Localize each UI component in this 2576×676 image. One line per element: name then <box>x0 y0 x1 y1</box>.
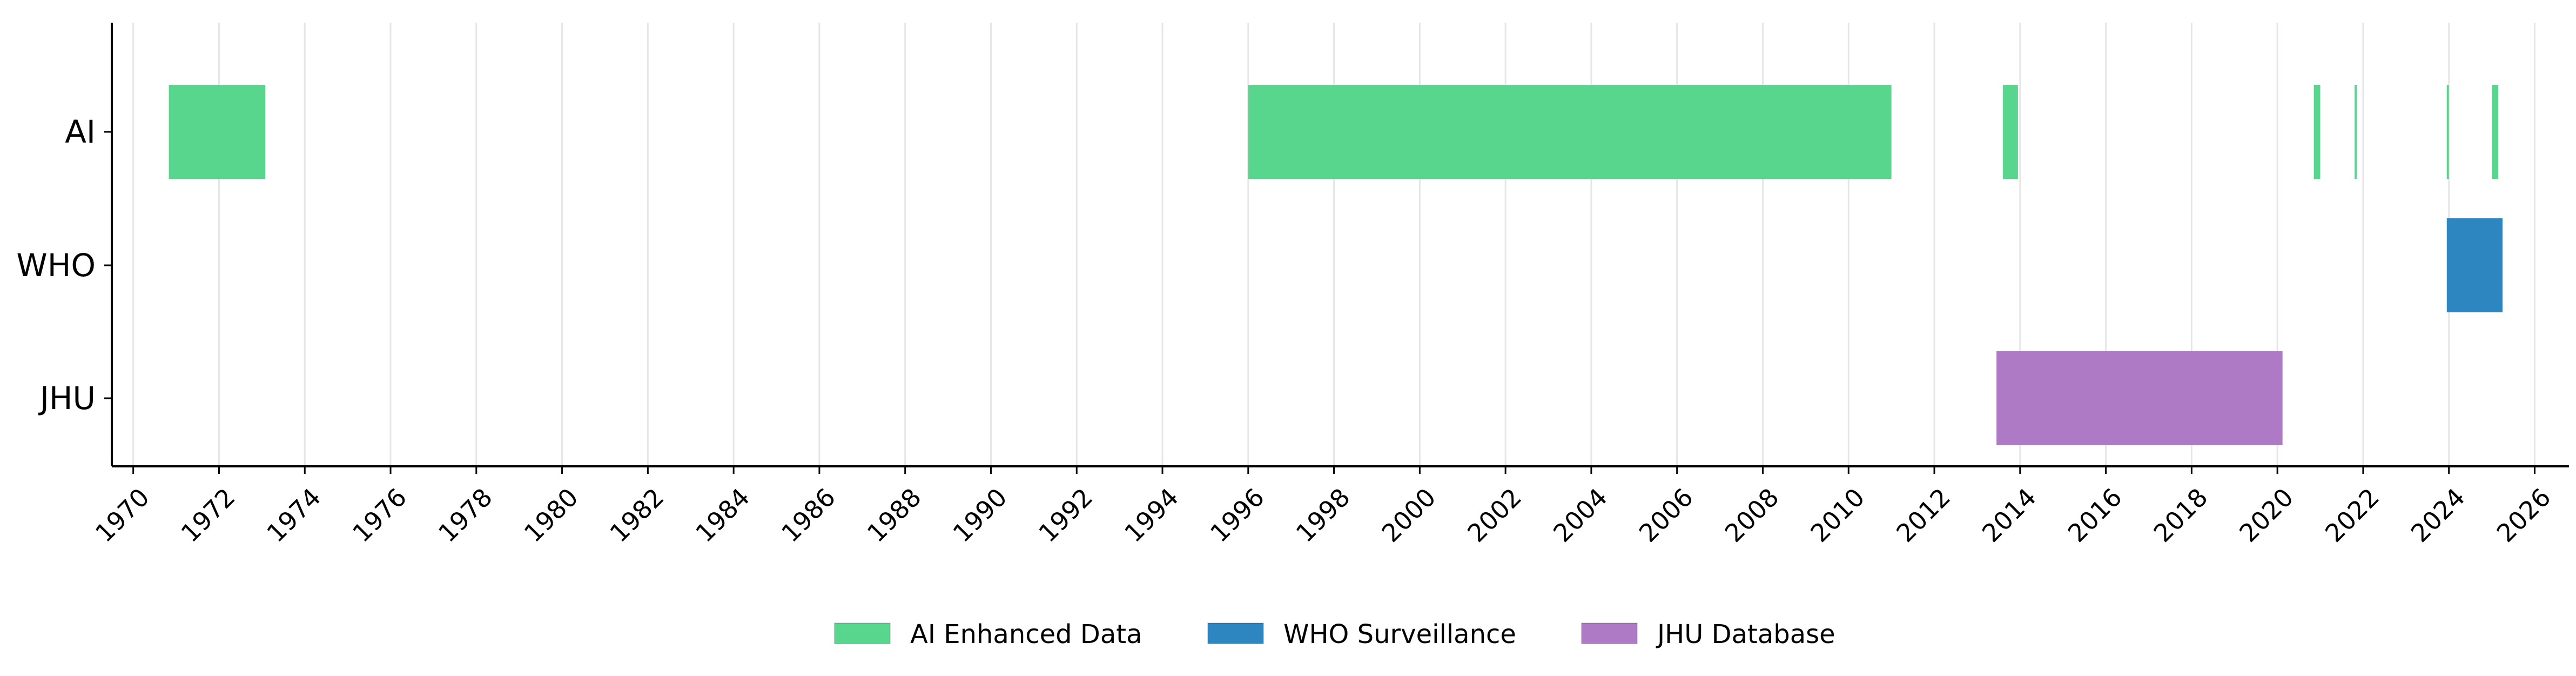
x-tick-label: 1984 <box>690 483 755 548</box>
x-tick-label: 2000 <box>1376 483 1442 548</box>
x-tick-label: 2022 <box>2319 483 2385 548</box>
bar-ai-1 <box>1248 85 1892 179</box>
bar-jhu-0 <box>1996 351 2283 445</box>
bar-ai-3 <box>2313 85 2321 179</box>
x-tick-label: 2018 <box>2148 483 2214 548</box>
bar-ai-6 <box>2492 85 2499 179</box>
x-tick-label: 1976 <box>347 483 412 548</box>
y-category-label: WHO <box>16 247 96 284</box>
x-tick-label: 1980 <box>519 483 584 548</box>
x-tick-label: 2016 <box>2062 483 2128 548</box>
x-tick-label: 2010 <box>1805 483 1870 548</box>
y-category-label: JHU <box>38 380 96 417</box>
y-category-label: AI <box>65 113 96 150</box>
x-tick-label: 2004 <box>1548 483 1613 548</box>
x-tick-label: 1972 <box>176 483 241 548</box>
bar-ai-2 <box>2003 85 2018 179</box>
x-tick-label: 2012 <box>1891 483 1956 548</box>
bars-layer <box>169 85 2503 445</box>
x-tick-label: 1998 <box>1290 483 1356 548</box>
x-tick-label: 2008 <box>1719 483 1785 548</box>
x-tick-label: 1986 <box>776 483 841 548</box>
x-tick-label: 1992 <box>1033 483 1098 548</box>
legend-swatch <box>834 623 891 644</box>
x-tick-label: 2014 <box>1976 483 2042 548</box>
x-tick-label: 1970 <box>90 483 155 548</box>
x-tick-label: 1974 <box>261 483 326 548</box>
x-tick-label: 2002 <box>1462 483 1527 548</box>
legend-swatch <box>1581 623 1638 644</box>
x-tick-label: 2020 <box>2234 483 2299 548</box>
x-tick-label: 2026 <box>2491 483 2557 548</box>
legend-label: JHU Database <box>1656 619 1835 650</box>
x-tick-label: 1978 <box>433 483 498 548</box>
legend: AI Enhanced Data WHO Surveillance JHU Data… <box>834 619 1835 650</box>
bar-ai-4 <box>2355 85 2357 179</box>
x-tick-label: 1982 <box>604 483 670 548</box>
bar-ai-0 <box>169 85 266 179</box>
x-tick-label: 1994 <box>1119 483 1184 548</box>
x-tick-label: 1988 <box>862 483 927 548</box>
x-tick-label: 2024 <box>2405 483 2471 548</box>
bar-who-0 <box>2446 218 2503 312</box>
x-tick-label: 1996 <box>1205 483 1270 548</box>
x-tick-label: 2006 <box>1633 483 1699 548</box>
legend-label: WHO Surveillance <box>1283 619 1516 650</box>
legend-label: AI Enhanced Data <box>910 619 1142 650</box>
bar-ai-5 <box>2446 85 2449 179</box>
legend-swatch <box>1207 623 1264 644</box>
x-tick-label: 1990 <box>947 483 1013 548</box>
